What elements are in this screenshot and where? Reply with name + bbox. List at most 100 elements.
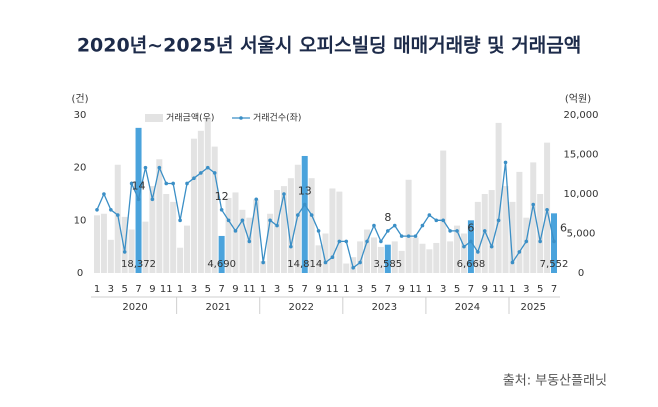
line-marker (476, 250, 480, 254)
line-marker (261, 260, 265, 265)
line-marker (531, 202, 536, 207)
line-marker (282, 192, 286, 196)
line-marker (164, 181, 169, 186)
bar (481, 194, 488, 273)
bar (343, 263, 350, 273)
line-marker (482, 229, 487, 233)
line-marker (150, 197, 155, 202)
bar (107, 239, 114, 273)
bar (308, 178, 315, 273)
line-marker (254, 197, 259, 202)
bar (460, 233, 467, 273)
bar (440, 150, 447, 273)
x-tick-label: 11 (160, 284, 173, 295)
x-tick-label: 1 (343, 284, 349, 295)
bar (391, 241, 398, 273)
bar (280, 186, 287, 273)
line-marker (413, 234, 418, 238)
bar (274, 190, 281, 273)
y2-tick-label: 10,000 (564, 189, 599, 200)
x-tick-label: 9 (315, 284, 321, 295)
x-tick-label: 3 (523, 284, 529, 295)
bar (544, 142, 551, 273)
bar (329, 188, 336, 273)
bar-value-label: 18,372 (121, 259, 156, 270)
x-tick-label: 7 (551, 284, 557, 295)
bar (260, 261, 267, 273)
line-marker (337, 239, 342, 244)
line-marker (129, 181, 134, 186)
line-marker (268, 218, 272, 223)
bar (287, 178, 294, 273)
y-tick-label: 0 (77, 268, 83, 279)
bar (419, 243, 426, 273)
x-tick-label: 9 (482, 284, 488, 295)
bar (530, 162, 537, 273)
x-tick-label: 9 (398, 284, 404, 295)
x-tick-label: 11 (492, 284, 505, 295)
y-tick-label: 10 (74, 215, 87, 226)
bar (364, 229, 371, 273)
x-tick-label: 9 (232, 284, 238, 295)
bar (100, 213, 107, 273)
year-label: 2022 (289, 302, 314, 313)
x-tick-label: 1 (94, 284, 100, 295)
line-marker (240, 218, 245, 223)
line-marker (309, 213, 314, 217)
bar (204, 118, 211, 273)
line-marker (199, 171, 203, 175)
bar (114, 164, 121, 273)
y-tick-label: 30 (74, 110, 87, 121)
line-marker (545, 208, 549, 212)
line-marker (212, 171, 217, 175)
bar (197, 130, 204, 273)
bar (267, 213, 274, 273)
bar (253, 199, 260, 273)
year-label: 2024 (455, 302, 480, 313)
legend-label: 거래건수(좌) (253, 113, 301, 124)
y-tick-label: 20 (74, 163, 87, 174)
x-tick-label: 3 (440, 284, 446, 295)
line-marker (296, 213, 300, 217)
bar (156, 159, 163, 273)
line-value-label: 14 (132, 179, 146, 192)
bar (509, 201, 516, 273)
bar (405, 179, 412, 273)
bar (294, 164, 301, 273)
line-marker (358, 260, 362, 265)
line-marker (372, 223, 376, 228)
x-tick-label: 11 (243, 284, 256, 295)
line-marker (122, 250, 127, 254)
line-marker (462, 244, 466, 249)
x-tick-label: 9 (149, 284, 155, 295)
line-marker (496, 218, 501, 223)
line-marker (503, 160, 508, 165)
line-marker (344, 239, 349, 244)
bar-value-label: 3,585 (373, 259, 402, 270)
bar (377, 246, 384, 273)
legend-label: 거래금액(우) (166, 112, 214, 124)
bar (246, 217, 253, 273)
line-marker (247, 239, 252, 244)
line-marker (399, 234, 404, 238)
bar (177, 247, 184, 273)
line-marker (406, 234, 411, 238)
line-marker (552, 239, 556, 244)
line-value-label: 12 (215, 190, 229, 203)
source: 출처: 부동산플래닛 (503, 374, 607, 389)
bar (322, 233, 329, 273)
line-marker (469, 239, 473, 244)
line-marker (226, 218, 231, 223)
bar (412, 237, 419, 273)
line-marker (392, 223, 397, 228)
x-tick-label: 5 (537, 284, 543, 295)
line-marker (386, 229, 390, 233)
line-marker (219, 208, 224, 212)
bar (474, 201, 481, 273)
x-tick-label: 11 (326, 284, 339, 295)
line-marker (233, 229, 238, 233)
line-marker (157, 165, 162, 170)
line-marker (489, 244, 494, 249)
year-label: 2023 (372, 302, 397, 313)
